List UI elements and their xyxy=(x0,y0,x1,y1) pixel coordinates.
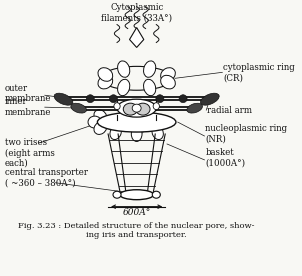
Ellipse shape xyxy=(98,112,176,132)
Text: inner
membrane: inner membrane xyxy=(5,97,51,117)
Text: nucleoplasmic ring
(NR): nucleoplasmic ring (NR) xyxy=(205,124,288,144)
Ellipse shape xyxy=(71,103,86,113)
Ellipse shape xyxy=(98,75,113,89)
Ellipse shape xyxy=(152,191,160,198)
Ellipse shape xyxy=(98,68,113,81)
Ellipse shape xyxy=(117,79,130,96)
Text: spoke
(S): spoke (S) xyxy=(126,114,151,134)
Ellipse shape xyxy=(132,104,141,112)
Text: 600A°: 600A° xyxy=(123,208,151,217)
Text: cytoplasmic ring
(CR): cytoplasmic ring (CR) xyxy=(223,63,295,82)
Ellipse shape xyxy=(94,122,107,134)
Ellipse shape xyxy=(156,95,164,103)
Ellipse shape xyxy=(152,125,163,140)
Ellipse shape xyxy=(54,93,73,105)
Ellipse shape xyxy=(94,110,107,123)
Ellipse shape xyxy=(143,79,156,96)
Ellipse shape xyxy=(113,191,121,198)
Ellipse shape xyxy=(117,99,156,117)
Text: central transporter
( ~360 – 380A°): central transporter ( ~360 – 380A°) xyxy=(5,168,88,187)
Ellipse shape xyxy=(187,103,203,113)
Ellipse shape xyxy=(114,103,120,110)
Polygon shape xyxy=(130,28,144,47)
Ellipse shape xyxy=(143,61,156,77)
Ellipse shape xyxy=(131,127,142,142)
Text: radial arm: radial arm xyxy=(207,106,252,115)
Text: basket
(1000A°): basket (1000A°) xyxy=(205,148,246,168)
Ellipse shape xyxy=(120,190,154,200)
Text: Fig. 3.23 : Detailed structure of the nuclear pore, show-
ing iris and transport: Fig. 3.23 : Detailed structure of the nu… xyxy=(18,222,255,239)
Ellipse shape xyxy=(123,103,137,115)
Text: outer
membrane: outer membrane xyxy=(5,84,51,103)
Ellipse shape xyxy=(161,75,175,89)
Ellipse shape xyxy=(153,103,159,110)
Ellipse shape xyxy=(136,103,150,115)
Ellipse shape xyxy=(201,93,219,105)
Ellipse shape xyxy=(161,68,175,81)
Text: two irises
(eight arms
each): two irises (eight arms each) xyxy=(5,138,54,168)
Ellipse shape xyxy=(179,95,187,103)
Ellipse shape xyxy=(110,125,121,140)
Ellipse shape xyxy=(117,61,130,77)
Ellipse shape xyxy=(109,95,117,103)
Text: Cytoplasmic
filaments (33A°): Cytoplasmic filaments (33A°) xyxy=(101,3,172,22)
Ellipse shape xyxy=(86,95,94,103)
Ellipse shape xyxy=(88,116,101,128)
